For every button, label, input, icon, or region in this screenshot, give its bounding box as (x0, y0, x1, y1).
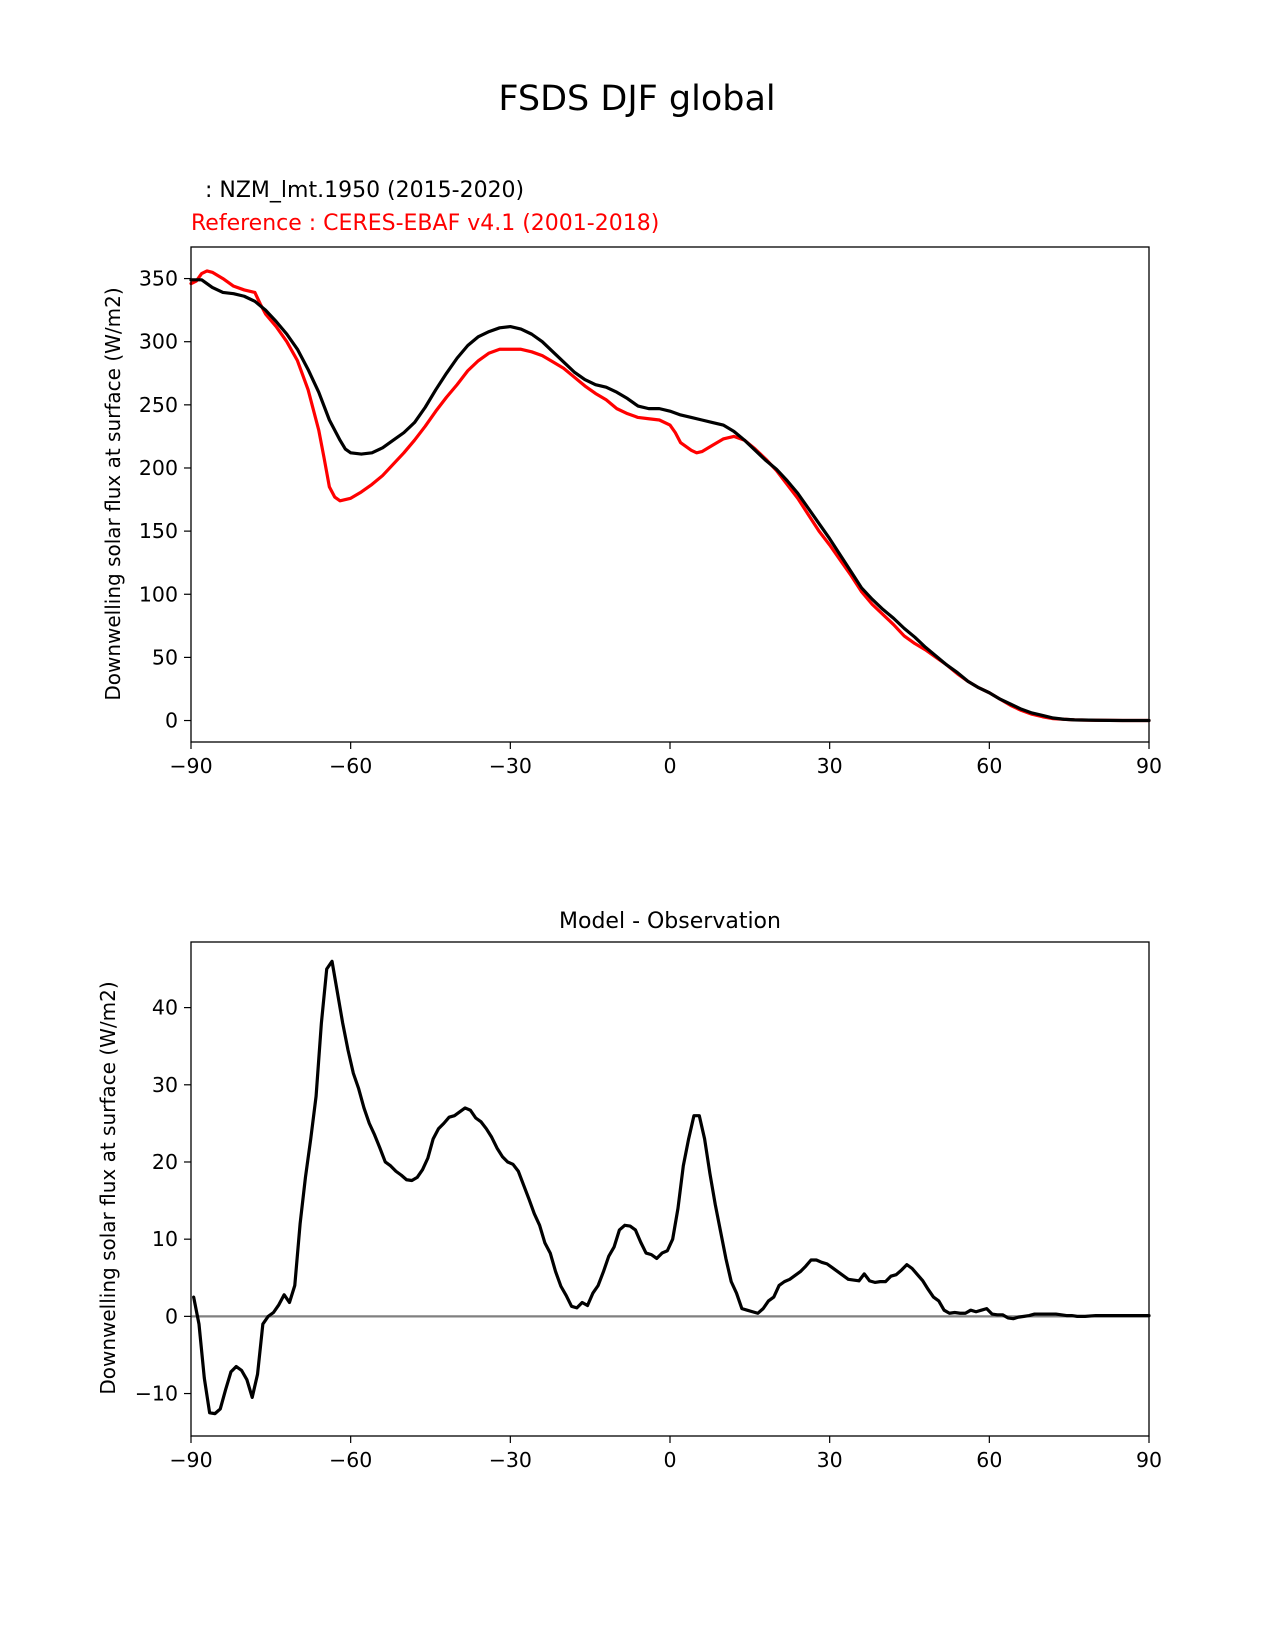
bottom-panel: Model - Observation Downwelling solar fl… (96, 909, 1162, 1472)
bottom-y-tick-label: 10 (152, 1227, 178, 1251)
bottom-y-tick-label: −10 (135, 1382, 178, 1406)
top-x-tick-label: 30 (817, 754, 843, 778)
top-series-test-line (189, 278, 1151, 723)
bottom-x-tick-label: −30 (489, 1448, 532, 1472)
bottom-x-tick-label: 30 (817, 1448, 843, 1472)
bottom-y-axis-label: Downwelling solar flux at surface (W/m2) (96, 981, 120, 1394)
top-x-tick-label: −30 (489, 754, 532, 778)
top-y-tick-label: 50 (152, 645, 178, 669)
top-y-tick-label: 150 (139, 519, 178, 543)
top-x-tick-label: 0 (663, 754, 676, 778)
bottom-data-lines (191, 959, 1151, 1416)
bottom-y-tick-label: 40 (152, 996, 178, 1020)
bottom-series-difference-line (192, 959, 1151, 1416)
top-x-tick-label: 60 (976, 754, 1002, 778)
test-case-title: : NZM_lmt.1950 (2015-2020) (205, 178, 524, 203)
top-axes-frame (190, 246, 1150, 743)
bottom-axes-ticks: −90 −60 −30 0 30 60 90 −10 0 10 20 30 40 (135, 996, 1162, 1472)
top-y-tick-label: 100 (139, 582, 178, 606)
top-x-tick-label: −90 (169, 754, 212, 778)
top-y-tick-label: 0 (165, 709, 178, 733)
top-y-tick-label: 350 (139, 267, 178, 291)
bottom-y-tick-label: 20 (152, 1150, 178, 1174)
bottom-x-tick-label: 60 (976, 1448, 1002, 1472)
top-y-tick-label: 200 (139, 456, 178, 480)
top-y-axis-label: Downwelling solar flux at surface (W/m2) (101, 287, 125, 700)
figure-title: FSDS DJF global (498, 79, 775, 119)
bottom-x-tick-label: 90 (1136, 1448, 1162, 1472)
reference-title: Reference : CERES-EBAF v4.1 (2001-2018) (191, 211, 659, 236)
top-y-tick-label: 300 (139, 330, 178, 354)
top-panel: : NZM_lmt.1950 (2015-2020) Reference : C… (101, 178, 1162, 778)
top-data-lines (189, 269, 1151, 723)
difference-title: Model - Observation (559, 909, 781, 934)
bottom-x-tick-label: 0 (663, 1448, 676, 1472)
bottom-x-tick-label: −90 (169, 1448, 212, 1472)
bottom-y-tick-label: 0 (165, 1304, 178, 1328)
bottom-y-tick-label: 30 (152, 1073, 178, 1097)
top-x-tick-label: −60 (329, 754, 372, 778)
bottom-x-tick-label: −60 (329, 1448, 372, 1472)
top-axes-ticks: −90 −60 −30 0 30 60 90 0 50 100 150 200 250 300 350 (139, 267, 1162, 778)
bottom-axes-frame (190, 941, 1150, 1437)
top-y-tick-label: 250 (139, 393, 178, 417)
top-x-tick-label: 90 (1136, 754, 1162, 778)
